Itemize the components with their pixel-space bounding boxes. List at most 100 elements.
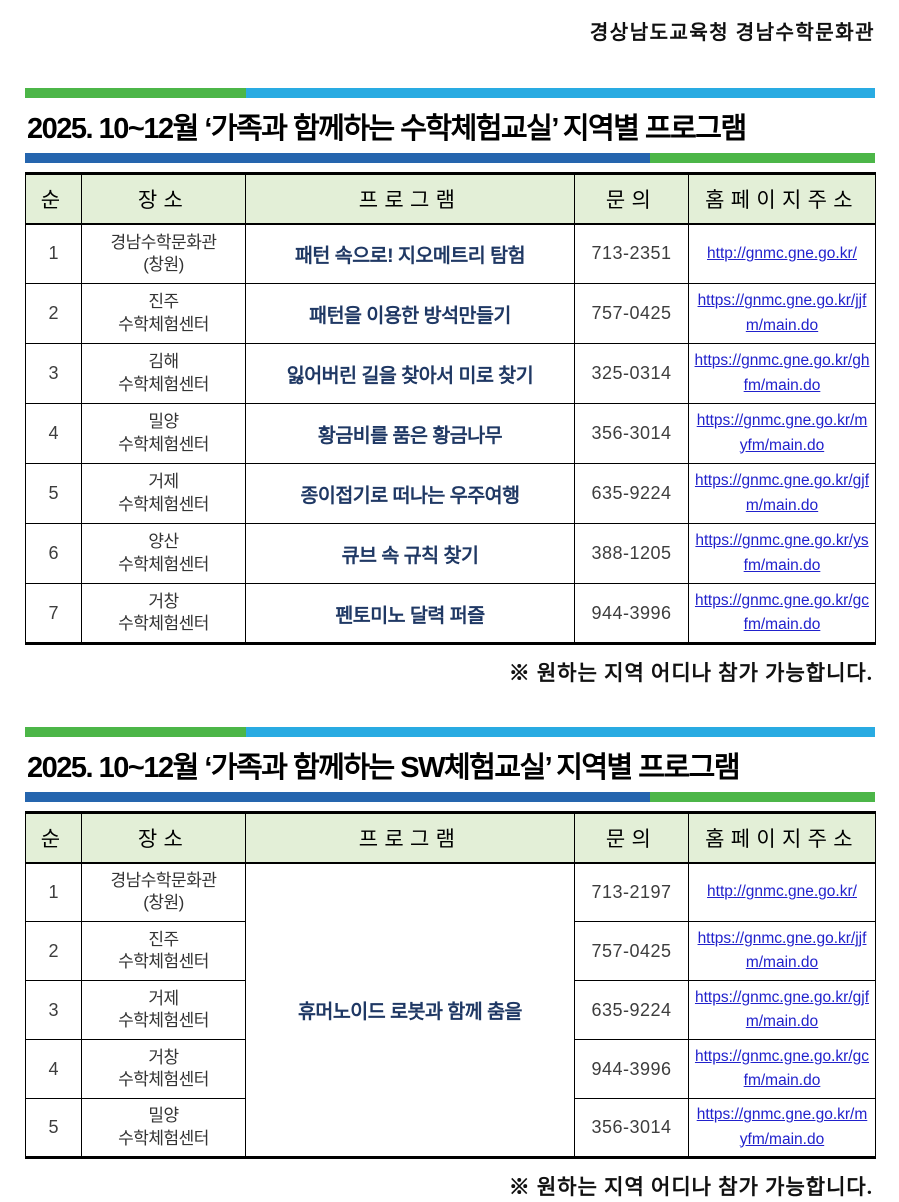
banner-bottom-stripe <box>25 792 875 802</box>
place-line2: 수학체험센터 <box>118 614 209 633</box>
phone-cell: 388-1205 <box>574 523 689 584</box>
program-cell: 큐브 속 규칙 찾기 <box>245 523 575 584</box>
section2-title: 2025. 10~12월 ‘가족과 함께하는 SW체험교실’ 지역별 프로그램 <box>27 752 741 784</box>
place-line1: 경남수학문화관 <box>110 232 217 252</box>
table-row: 5 밀양 수학체험센터 356-3014 https://gnmc.gne.go.… <box>25 1098 876 1158</box>
row-number: 4 <box>25 1039 82 1099</box>
table-row: 7 거창 수학체험센터 펜토미노 달력 퍼즐 944-3996 https://g… <box>25 583 876 644</box>
program-merged-cell: 휴머노이드 로봇과 함께 춤을 <box>245 862 575 1158</box>
table-row: 1 경남수학문화관 (창원) 패턴 속으로! 지오메트리 탐험 713-2351 … <box>25 223 876 284</box>
phone-cell: 757-0425 <box>574 921 689 981</box>
table-row: 4 밀양 수학체험센터 황금비를 품은 황금나무 356-3014 https:/… <box>25 403 876 464</box>
col-header-no: 순 <box>25 812 82 864</box>
place-line1: 거창 <box>148 1047 179 1067</box>
table-row: 1 경남수학문화관 (창원) 휴머노이드 로봇과 함께 춤을 713-2197 h… <box>25 862 876 1158</box>
place-line1: 양산 <box>148 532 179 552</box>
table-row: 5 거제 수학체험센터 종이접기로 떠나는 우주여행 635-9224 https… <box>25 463 876 524</box>
table-header-row: 순 장소 프로그램 문의 홈페이지주소 <box>25 812 876 864</box>
phone-cell: 757-0425 <box>574 283 689 344</box>
homepage-link[interactable]: https://gnmc.gne.go.kr/ghfm/main.do <box>694 352 870 394</box>
phone-cell: 356-3014 <box>574 1098 689 1158</box>
phone-cell: 356-3014 <box>574 403 689 464</box>
place-line2: 수학체험센터 <box>118 1011 209 1030</box>
row-number: 1 <box>25 862 82 922</box>
program-cell: 잃어버린 길을 찾아서 미로 찾기 <box>245 343 575 404</box>
homepage-cell: https://gnmc.gne.go.kr/ysfm/main.do <box>688 523 876 584</box>
section2-title-banner: 2025. 10~12월 ‘가족과 함께하는 SW체험교실’ 지역별 프로그램 <box>25 727 875 802</box>
program-cell: 패턴 속으로! 지오메트리 탐험 <box>245 223 575 284</box>
homepage-link[interactable]: https://gnmc.gne.go.kr/gjfm/main.do <box>694 472 870 514</box>
place-cell: 거제 수학체험센터 <box>81 463 246 524</box>
homepage-cell: https://gnmc.gne.go.kr/gcfm/main.do <box>688 1039 876 1099</box>
place-cell: 거창 수학체험센터 <box>81 583 246 644</box>
homepage-cell: https://gnmc.gne.go.kr/myfm/main.do <box>688 1098 876 1158</box>
col-header-place: 장소 <box>81 812 246 864</box>
table-row: 2 진주 수학체험센터 패턴을 이용한 방석만들기 757-0425 https:… <box>25 283 876 344</box>
banner-bottom-stripe <box>25 153 875 163</box>
col-header-homepage: 홈페이지주소 <box>688 173 876 225</box>
phone-cell: 325-0314 <box>574 343 689 404</box>
place-line1: 진주 <box>148 292 179 312</box>
banner-top-stripe <box>25 88 875 98</box>
col-header-no: 순 <box>25 173 82 225</box>
phone-cell: 944-3996 <box>574 1039 689 1099</box>
homepage-cell: https://gnmc.gne.go.kr/gjfm/main.do <box>688 980 876 1040</box>
homepage-link[interactable]: http://gnmc.gne.go.kr/ <box>707 244 857 262</box>
sw-class-table: 순 장소 프로그램 문의 홈페이지주소 1 경남수학문화관 (창원) 휴머노이드 … <box>25 811 876 1159</box>
place-cell: 양산 수학체험센터 <box>81 523 246 584</box>
homepage-link[interactable]: https://gnmc.gne.go.kr/ysfm/main.do <box>695 532 869 574</box>
homepage-link[interactable]: https://gnmc.gne.go.kr/myfm/main.do <box>696 1106 868 1148</box>
place-cell: 진주 수학체험센터 <box>81 921 246 981</box>
program-cell: 종이접기로 떠나는 우주여행 <box>245 463 575 524</box>
homepage-link[interactable]: https://gnmc.gne.go.kr/gcfm/main.do <box>694 591 870 633</box>
section1-title-banner: 2025. 10~12월 ‘가족과 함께하는 수학체험교실’ 지역별 프로그램 <box>25 88 875 163</box>
place-cell: 경남수학문화관 (창원) <box>81 862 246 922</box>
homepage-link[interactable]: https://gnmc.gne.go.kr/jjfm/main.do <box>697 292 867 334</box>
place-line2: 수학체험센터 <box>118 554 209 574</box>
homepage-link[interactable]: http://gnmc.gne.go.kr/ <box>707 883 857 901</box>
place-line2: 수학체험센터 <box>118 434 209 454</box>
homepage-cell: https://gnmc.gne.go.kr/jjfm/main.do <box>688 283 876 344</box>
table-row: 2 진주 수학체험센터 757-0425 https://gnmc.gne.go.… <box>25 921 876 981</box>
table-row: 6 양산 수학체험센터 큐브 속 규칙 찾기 388-1205 https://g… <box>25 523 876 584</box>
math-class-table: 순 장소 프로그램 문의 홈페이지주소 1 경남수학문화관 (창원) 패턴 속으로… <box>25 172 876 645</box>
place-line2: (창원) <box>143 254 184 274</box>
place-line1: 밀양 <box>148 412 179 432</box>
place-line2: 수학체험센터 <box>118 1128 209 1148</box>
row-number: 1 <box>25 223 82 284</box>
place-line2: 수학체험센터 <box>118 374 209 394</box>
phone-cell: 713-2197 <box>574 862 689 922</box>
place-line1: 김해 <box>148 352 179 372</box>
place-line2: (창원) <box>143 893 184 913</box>
homepage-link[interactable]: https://gnmc.gne.go.kr/myfm/main.do <box>696 412 868 454</box>
homepage-cell: https://gnmc.gne.go.kr/myfm/main.do <box>688 403 876 464</box>
row-number: 2 <box>25 283 82 344</box>
place-line1: 밀양 <box>148 1106 179 1126</box>
row-number: 3 <box>25 980 82 1040</box>
homepage-link[interactable]: https://gnmc.gne.go.kr/gcfm/main.do <box>694 1047 870 1089</box>
col-header-homepage: 홈페이지주소 <box>688 812 876 864</box>
section1-note: ※ 원하는 지역 어디나 참가 가능합니다. <box>508 661 873 685</box>
homepage-cell: https://gnmc.gne.go.kr/gjfm/main.do <box>688 463 876 524</box>
homepage-link[interactable]: https://gnmc.gne.go.kr/gjfm/main.do <box>694 988 870 1030</box>
place-cell: 거제 수학체험센터 <box>81 980 246 1040</box>
col-header-program: 프로그램 <box>245 812 575 864</box>
place-line2: 수학체험센터 <box>118 1070 209 1089</box>
section2-note: ※ 원하는 지역 어디나 참가 가능합니다. <box>508 1175 873 1199</box>
homepage-cell: http://gnmc.gne.go.kr/ <box>688 223 876 284</box>
row-number: 3 <box>25 343 82 404</box>
program-cell: 패턴을 이용한 방석만들기 <box>245 283 575 344</box>
row-number: 2 <box>25 921 82 981</box>
table-row: 3 거제 수학체험센터 635-9224 https://gnmc.gne.go.… <box>25 980 876 1040</box>
col-header-contact: 문의 <box>574 173 689 225</box>
homepage-cell: https://gnmc.gne.go.kr/gcfm/main.do <box>688 583 876 644</box>
row-number: 5 <box>25 463 82 524</box>
place-cell: 밀양 수학체험센터 <box>81 403 246 464</box>
row-number: 5 <box>25 1098 82 1158</box>
homepage-cell: https://gnmc.gne.go.kr/ghfm/main.do <box>688 343 876 404</box>
homepage-link[interactable]: https://gnmc.gne.go.kr/jjfm/main.do <box>697 929 867 971</box>
place-line1: 경남수학문화관 <box>110 871 217 891</box>
phone-cell: 635-9224 <box>574 463 689 524</box>
